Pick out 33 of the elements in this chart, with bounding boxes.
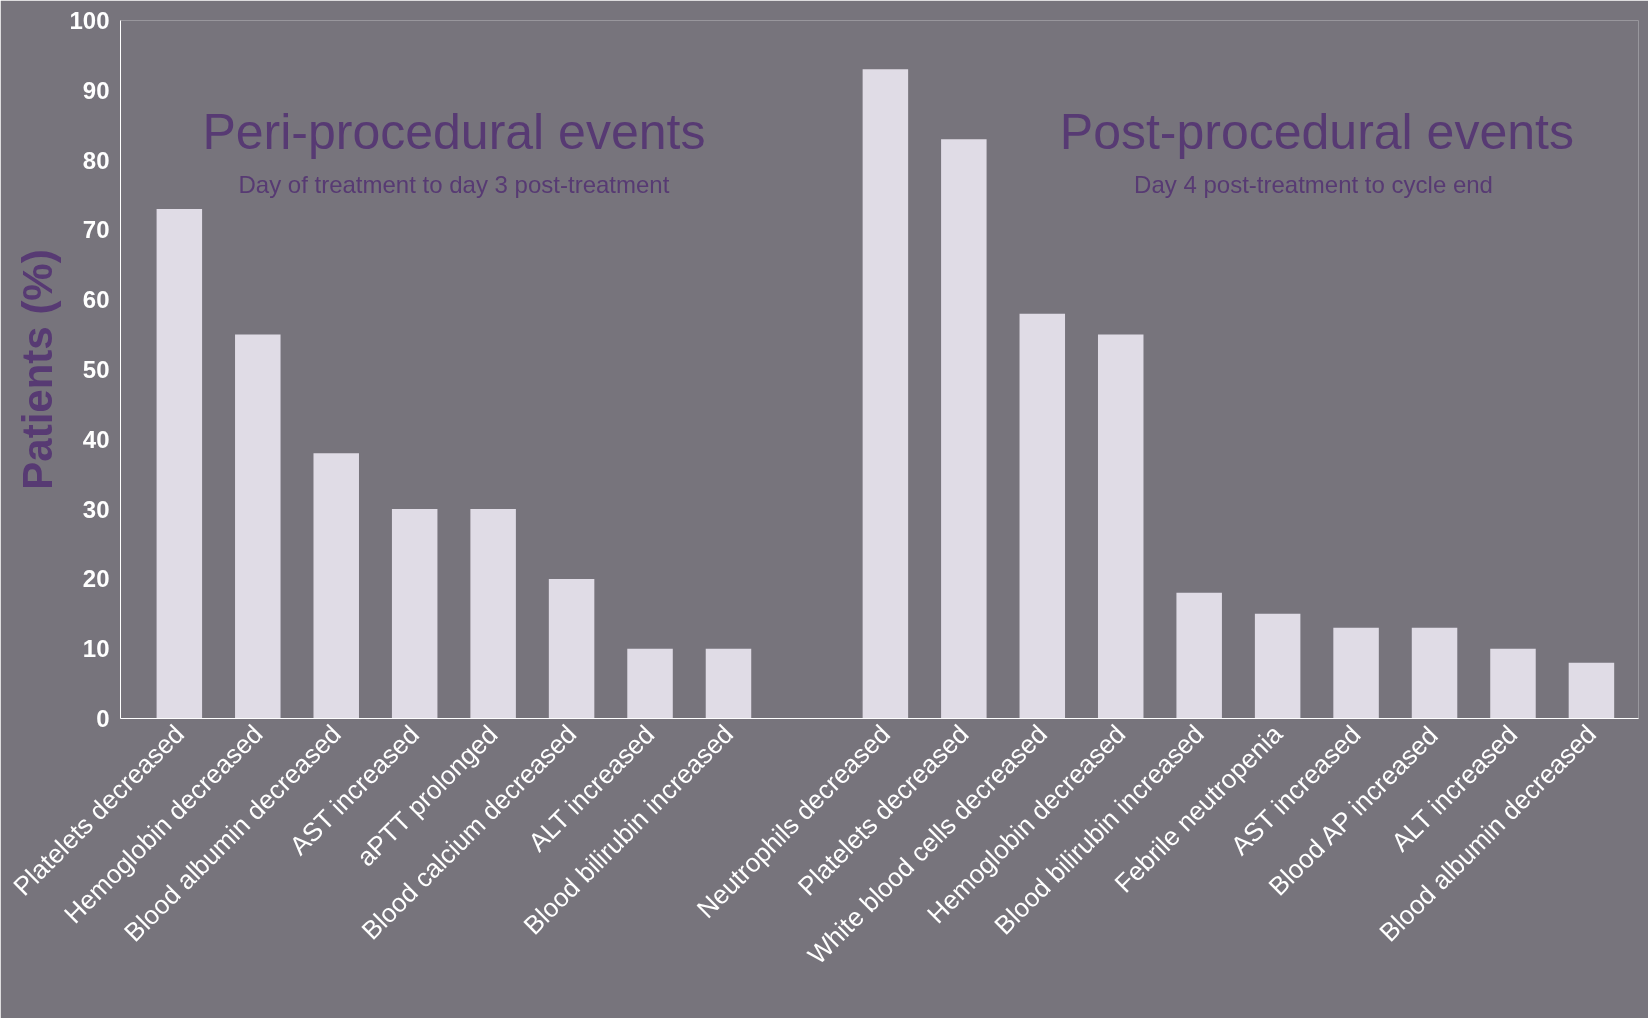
y-tick-label: 40 xyxy=(82,425,110,453)
bar xyxy=(156,208,203,719)
y-tick-label: 90 xyxy=(82,76,110,104)
y-tick-label: 100 xyxy=(69,7,110,34)
annotation: Post-procedural events xyxy=(1059,104,1574,161)
bar xyxy=(705,648,752,719)
annotation: Day of treatment to day 3 post-treatment xyxy=(238,171,670,199)
bar xyxy=(235,334,281,719)
bar xyxy=(470,509,516,719)
y-tick-label: 30 xyxy=(82,495,110,523)
bar xyxy=(1176,592,1222,719)
bar xyxy=(862,69,909,719)
annotation: Day 4 post-treatment to cycle end xyxy=(1134,171,1493,199)
y-tick-label: 10 xyxy=(82,635,110,663)
y-tick-label: 70 xyxy=(82,216,110,244)
y-tick-label: 80 xyxy=(82,146,110,174)
bar xyxy=(1019,313,1066,719)
bar xyxy=(941,139,987,719)
bar xyxy=(548,578,595,719)
bar xyxy=(391,509,438,719)
bar xyxy=(1254,613,1301,719)
y-tick-label: 60 xyxy=(82,286,110,314)
bar xyxy=(1411,627,1458,719)
bar xyxy=(1568,662,1615,719)
y-axis-title: Patients (%) xyxy=(14,249,62,490)
bar xyxy=(1097,334,1144,719)
y-tick-label: 20 xyxy=(82,565,110,593)
annotation: Peri-procedural events xyxy=(202,104,706,161)
bar xyxy=(313,453,359,719)
bar xyxy=(627,648,673,719)
y-tick-label: 50 xyxy=(82,356,110,383)
bar xyxy=(1333,627,1379,719)
bar xyxy=(1490,648,1536,719)
